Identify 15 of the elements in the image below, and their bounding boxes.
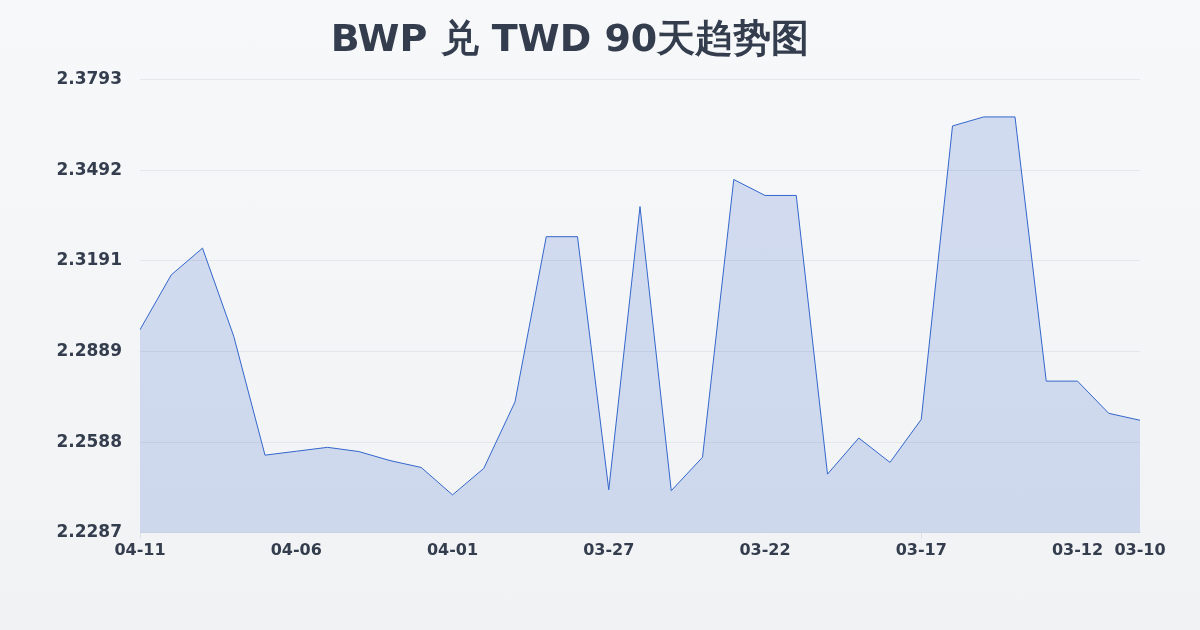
y-tick-label: 2.3793 [56,68,122,89]
y-tick-label: 2.2287 [56,521,122,542]
y-tick-label: 2.3191 [56,249,122,270]
x-tick-label: 03-27 [583,539,635,559]
x-tick-label: 03-22 [739,539,791,559]
x-tick-label: 04-01 [426,539,479,559]
chart-title: BWP 兑 TWD 90天趋势图 [330,15,810,60]
x-tick-label: 04-11 [114,539,166,559]
x-tick-label: 03-17 [895,539,947,559]
y-tick-label: 2.2889 [56,340,122,361]
x-tick-label: 03-10 [1114,539,1166,559]
y-tick-label: 2.3492 [56,158,122,179]
x-tick-label: 04-06 [270,539,322,559]
x-tick-label: 03-12 [1051,539,1104,559]
y-tick-label: 2.2588 [56,430,122,451]
